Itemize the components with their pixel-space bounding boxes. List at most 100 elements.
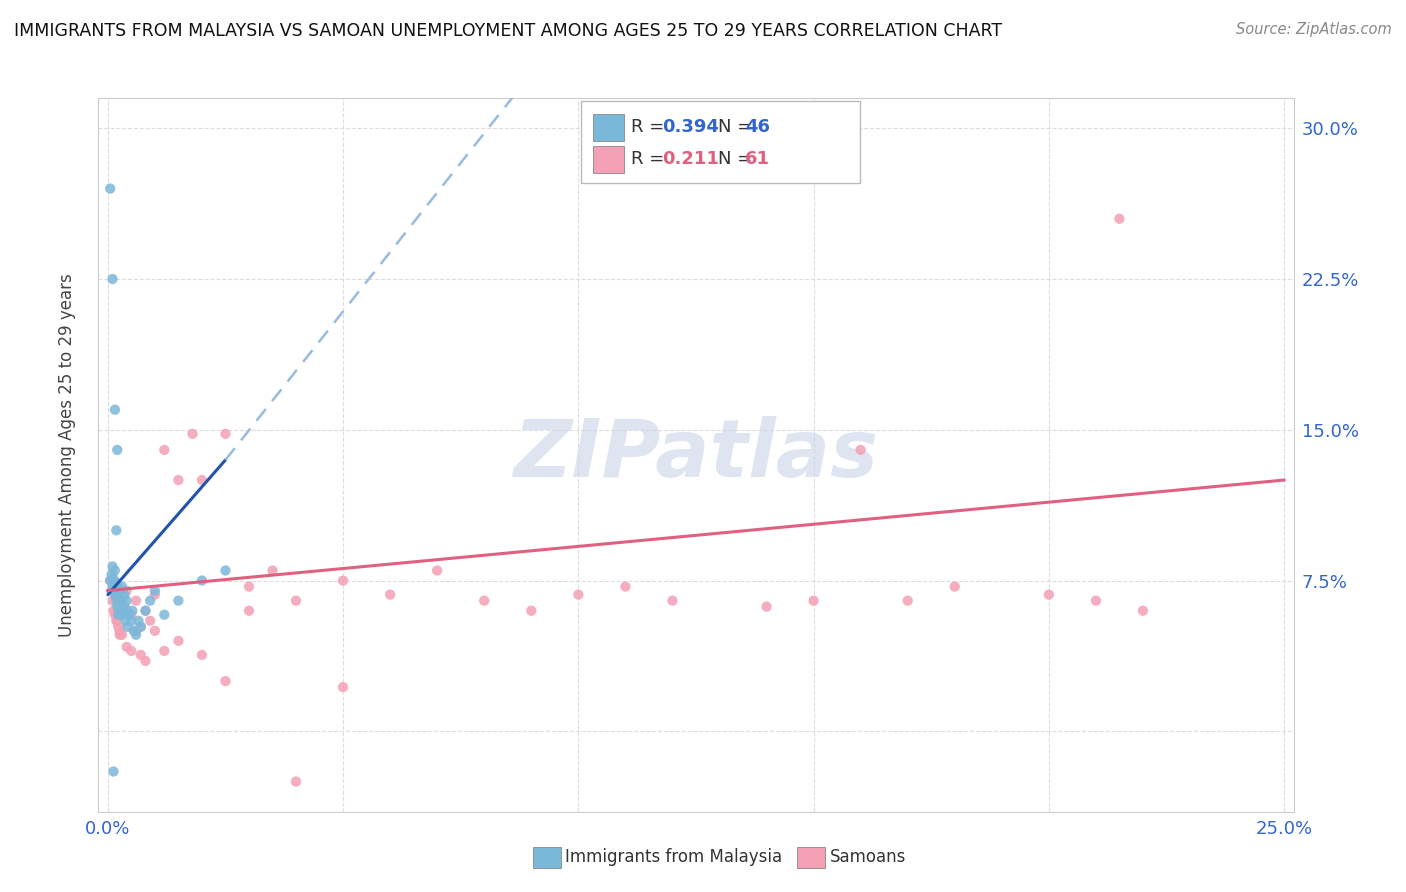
Text: Immigrants from Malaysia: Immigrants from Malaysia xyxy=(565,848,782,866)
Point xyxy=(112,599,135,614)
Point xyxy=(104,402,127,417)
Point xyxy=(121,604,143,618)
Point xyxy=(118,607,141,622)
Point xyxy=(943,580,966,594)
Point xyxy=(167,473,190,487)
Point xyxy=(214,674,236,689)
Point xyxy=(108,624,131,638)
Point xyxy=(107,607,129,622)
Point xyxy=(238,604,260,618)
Point xyxy=(98,574,121,588)
Point xyxy=(191,648,214,662)
Point xyxy=(262,564,284,578)
Point xyxy=(849,442,872,457)
Text: Samoans: Samoans xyxy=(830,848,905,866)
Point xyxy=(472,593,495,607)
Point xyxy=(98,181,121,195)
Point xyxy=(285,774,308,789)
Point xyxy=(238,580,260,594)
Point xyxy=(167,593,190,607)
Point xyxy=(105,599,128,614)
Point xyxy=(100,583,122,598)
Text: 61: 61 xyxy=(745,150,770,168)
Point xyxy=(214,426,236,441)
Point xyxy=(110,593,132,607)
Point xyxy=(520,604,543,618)
Point xyxy=(105,614,128,628)
Point xyxy=(153,607,176,622)
Point xyxy=(139,593,162,607)
Point xyxy=(134,604,156,618)
Point xyxy=(125,593,148,607)
Point xyxy=(104,564,127,578)
Text: R =: R = xyxy=(631,150,671,168)
Point xyxy=(755,599,778,614)
Point xyxy=(153,442,176,457)
Point xyxy=(104,588,127,602)
Text: 0.211: 0.211 xyxy=(662,150,718,168)
Point xyxy=(111,604,134,618)
Point xyxy=(1084,593,1107,607)
Point xyxy=(134,654,156,668)
Point xyxy=(120,614,142,628)
Point xyxy=(114,614,136,628)
Point xyxy=(129,648,152,662)
Point xyxy=(125,624,148,638)
Point xyxy=(120,607,142,622)
Point xyxy=(181,426,204,441)
Point xyxy=(120,644,142,658)
Point xyxy=(122,624,145,638)
Point xyxy=(125,628,148,642)
Point xyxy=(191,473,214,487)
Point xyxy=(108,593,131,607)
Point xyxy=(103,572,125,586)
Point xyxy=(101,559,124,574)
Point xyxy=(378,588,401,602)
Point xyxy=(285,593,308,607)
Point xyxy=(117,620,139,634)
Point xyxy=(108,628,131,642)
Point xyxy=(1038,588,1060,602)
Text: 0.394: 0.394 xyxy=(662,118,718,136)
Point xyxy=(897,593,920,607)
Point xyxy=(111,607,134,622)
Point xyxy=(111,580,134,594)
Point xyxy=(101,593,124,607)
Point xyxy=(101,272,124,286)
Point xyxy=(103,764,125,779)
Text: 46: 46 xyxy=(745,118,770,136)
Text: N =: N = xyxy=(718,150,758,168)
Text: N =: N = xyxy=(718,118,758,136)
Point xyxy=(98,574,121,588)
Point xyxy=(103,604,125,618)
Point xyxy=(104,588,127,602)
Point xyxy=(112,599,135,614)
Point xyxy=(661,593,683,607)
Text: ZIPatlas: ZIPatlas xyxy=(513,416,879,494)
Point xyxy=(426,564,449,578)
Point xyxy=(108,604,131,618)
Point xyxy=(1132,604,1154,618)
Text: IMMIGRANTS FROM MALAYSIA VS SAMOAN UNEMPLOYMENT AMONG AGES 25 TO 29 YEARS CORREL: IMMIGRANTS FROM MALAYSIA VS SAMOAN UNEMP… xyxy=(14,22,1002,40)
Text: R =: R = xyxy=(631,118,671,136)
Point xyxy=(105,575,128,590)
Point xyxy=(112,588,135,602)
Point xyxy=(129,620,152,634)
Point xyxy=(139,614,162,628)
Point xyxy=(1108,211,1130,226)
Point xyxy=(153,644,176,658)
Point xyxy=(332,574,354,588)
Point xyxy=(111,628,134,642)
Point xyxy=(105,614,128,628)
Point xyxy=(115,593,138,607)
Point xyxy=(111,593,134,607)
Text: Source: ZipAtlas.com: Source: ZipAtlas.com xyxy=(1236,22,1392,37)
Point xyxy=(105,524,128,538)
Point xyxy=(105,607,128,622)
Point xyxy=(143,588,166,602)
Point xyxy=(115,604,138,618)
Point xyxy=(105,593,128,607)
Point xyxy=(107,588,129,602)
Point xyxy=(803,593,825,607)
Point xyxy=(127,614,149,628)
